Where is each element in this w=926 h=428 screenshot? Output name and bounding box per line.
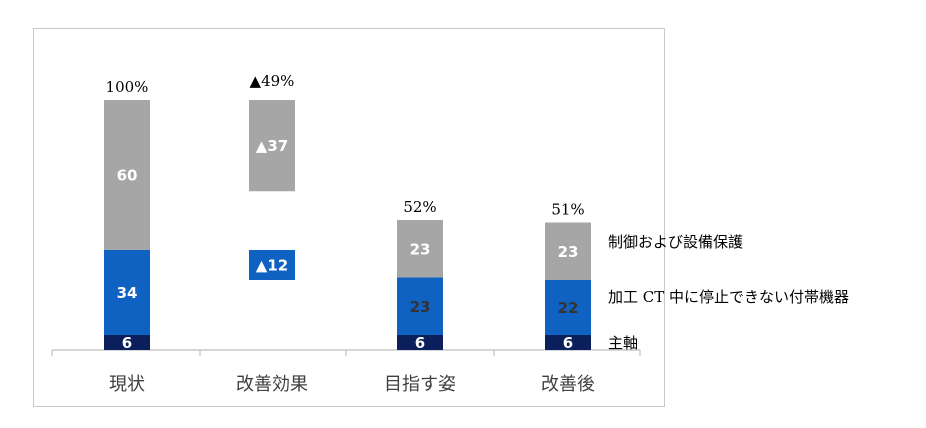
data-label: 23	[410, 298, 431, 316]
legend-item: 主軸	[608, 334, 638, 352]
x-tick-label: 改善後	[541, 374, 595, 395]
data-label: ▲12	[256, 257, 288, 275]
data-label: 23	[558, 243, 579, 261]
bar-segment	[545, 222, 591, 280]
data-label: 23	[410, 240, 431, 258]
bar-segment	[249, 100, 295, 192]
plot-area: 現状 改善効果 目指す姿 改善後 6 34 60 ▲12 ▲37 6 23 23 6 22 23 100% ▲4…	[51, 72, 849, 395]
x-tick-label: 改善効果	[236, 374, 308, 395]
bar-segment	[397, 220, 443, 278]
data-label: 6	[122, 334, 132, 352]
bar-segment	[104, 100, 150, 250]
legend-item: 制御および設備保護	[608, 233, 743, 251]
total-label: 51%	[551, 201, 584, 219]
total-label: 100%	[106, 78, 149, 96]
data-label: ▲37	[256, 137, 288, 155]
x-tick-label: 現状	[109, 374, 145, 395]
bar-segment	[545, 280, 591, 335]
total-label: ▲49%	[250, 72, 295, 90]
bar-segment	[397, 277, 443, 335]
legend-item: 加工 CT 中に停止できない付帯機器	[608, 288, 849, 306]
total-label: 52%	[403, 198, 436, 216]
bar-segment	[104, 250, 150, 335]
bar-segment	[249, 250, 295, 280]
data-label: 6	[563, 334, 573, 352]
data-label: 34	[117, 284, 138, 302]
bar-segment	[397, 335, 443, 350]
x-tick-label: 目指す姿	[384, 374, 456, 395]
bar-segment	[104, 335, 150, 350]
data-label: 6	[415, 334, 425, 352]
data-label: 60	[117, 167, 138, 185]
bar-segment	[545, 335, 591, 350]
data-label: 22	[558, 299, 579, 317]
